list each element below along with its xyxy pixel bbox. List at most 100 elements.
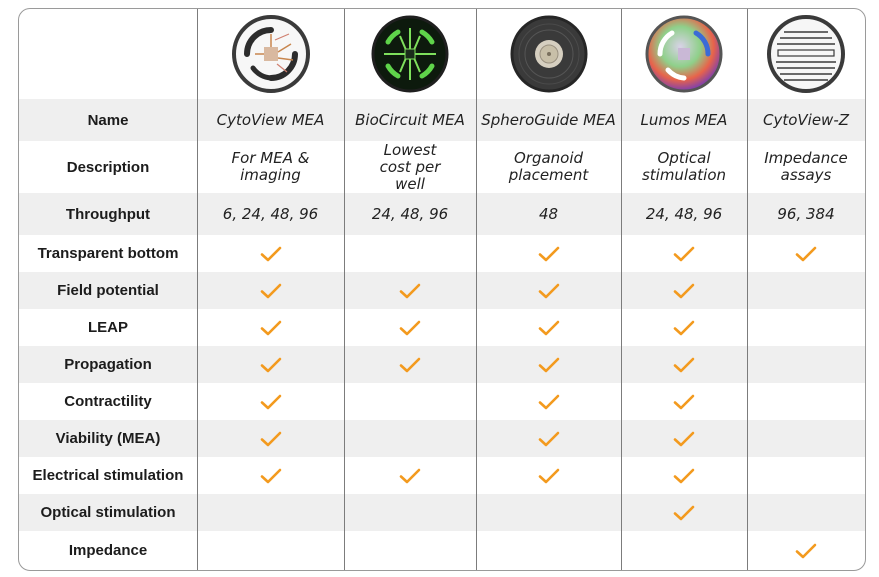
product-throughput: 96, 384	[777, 204, 835, 223]
checkmark-icon	[538, 320, 559, 335]
lumos-mea-plate-icon	[645, 15, 723, 93]
feature-cell	[621, 272, 747, 309]
feature-row: Propagation	[19, 346, 865, 383]
feature-label: Field potential	[57, 282, 159, 299]
feature-row: Impedance	[19, 531, 865, 570]
checkmark-icon	[673, 246, 695, 261]
checkmark-icon	[538, 357, 559, 372]
comparison-table: Name CytoView MEA BioCircuit MEA SpheroG…	[18, 8, 866, 571]
checkmark-icon	[538, 468, 559, 483]
feature-label: Contractility	[64, 393, 152, 410]
feature-cell	[747, 383, 865, 420]
feature-cell	[344, 531, 476, 570]
spheroguide-mea-plate-icon	[510, 15, 587, 93]
feature-label: LEAP	[87, 319, 128, 336]
product-description: Organoid placement	[508, 149, 589, 184]
feature-label: Electrical stimulation	[32, 467, 184, 484]
feature-label: Propagation	[64, 356, 152, 373]
feature-cell	[747, 457, 865, 494]
icon-row	[19, 9, 865, 99]
product-description: Lowest cost per well	[379, 140, 441, 193]
cytoview-z-plate-icon	[767, 15, 845, 93]
spheroguide-mea-icon-cell	[476, 9, 621, 99]
column-divider	[197, 9, 198, 570]
checkmark-icon	[260, 357, 281, 372]
feature-cell	[344, 494, 476, 531]
biocircuit-mea-plate-icon	[371, 15, 449, 93]
checkmark-icon	[260, 394, 281, 409]
row-label-description: Description	[66, 158, 150, 176]
feature-cell	[621, 383, 747, 420]
feature-cell	[197, 383, 344, 420]
biocircuit-mea-icon-cell	[344, 9, 476, 99]
lumos-mea-icon-cell	[621, 9, 747, 99]
feature-cell	[621, 420, 747, 457]
feature-cell	[747, 531, 865, 570]
feature-cell	[197, 272, 344, 309]
feature-cell	[747, 235, 865, 272]
checkmark-icon	[673, 505, 695, 520]
checkmark-icon	[538, 431, 559, 446]
checkmark-icon	[673, 283, 695, 298]
checkmark-icon	[673, 431, 695, 446]
description-row: Description For MEA & imaging Lowest cos…	[19, 141, 865, 193]
feature-cell	[476, 235, 621, 272]
product-description: Optical stimulation	[641, 149, 727, 184]
checkmark-icon	[795, 246, 817, 261]
feature-cell	[344, 309, 476, 346]
feature-cell	[621, 457, 747, 494]
corner-cell	[19, 9, 197, 99]
checkmark-icon	[399, 283, 421, 298]
column-divider	[344, 9, 345, 570]
cytoview-mea-icon-cell	[197, 9, 344, 99]
feature-cell	[344, 235, 476, 272]
product-name: BioCircuit MEA	[355, 110, 465, 129]
feature-label: Transparent bottom	[37, 245, 179, 262]
checkmark-icon	[538, 283, 559, 298]
feature-cell	[197, 235, 344, 272]
product-throughput: 24, 48, 96	[645, 204, 723, 223]
product-throughput: 6, 24, 48, 96	[222, 204, 319, 223]
checkmark-icon	[673, 320, 695, 335]
product-throughput: 24, 48, 96	[371, 204, 449, 223]
feature-cell	[197, 531, 344, 570]
checkmark-icon	[399, 357, 421, 372]
checkmark-icon	[260, 431, 281, 446]
throughput-row: Throughput 6, 24, 48, 96 24, 48, 96 48 2…	[19, 193, 865, 235]
feature-cell	[344, 457, 476, 494]
feature-label: Optical stimulation	[40, 504, 176, 521]
feature-cell	[621, 531, 747, 570]
feature-cell	[344, 346, 476, 383]
checkmark-icon	[673, 468, 695, 483]
checkmark-icon	[260, 320, 281, 335]
feature-cell	[476, 272, 621, 309]
feature-label: Viability (MEA)	[55, 430, 161, 447]
feature-cell	[476, 457, 621, 494]
feature-row: Optical stimulation	[19, 494, 865, 531]
feature-cell	[344, 383, 476, 420]
checkmark-icon	[399, 320, 421, 335]
feature-cell	[197, 420, 344, 457]
name-row: Name CytoView MEA BioCircuit MEA SpheroG…	[19, 99, 865, 141]
checkmark-icon	[260, 468, 281, 483]
feature-row: LEAP	[19, 309, 865, 346]
feature-cell	[476, 531, 621, 570]
feature-cell	[476, 383, 621, 420]
checkmark-icon	[795, 543, 817, 558]
cytoview-z-icon-cell	[747, 9, 865, 99]
column-divider	[621, 9, 622, 570]
feature-cell	[197, 457, 344, 494]
column-divider	[476, 9, 477, 570]
feature-cell	[621, 346, 747, 383]
feature-row: Viability (MEA)	[19, 420, 865, 457]
feature-label: Impedance	[68, 542, 148, 559]
product-name: CytoView-Z	[762, 110, 850, 129]
feature-row: Electrical stimulation	[19, 457, 865, 494]
feature-cell	[344, 272, 476, 309]
feature-cell	[747, 272, 865, 309]
product-name: Lumos MEA	[640, 110, 728, 129]
feature-row: Transparent bottom	[19, 235, 865, 272]
feature-cell	[476, 309, 621, 346]
checkmark-icon	[260, 246, 281, 261]
row-label-name: Name	[87, 111, 129, 129]
